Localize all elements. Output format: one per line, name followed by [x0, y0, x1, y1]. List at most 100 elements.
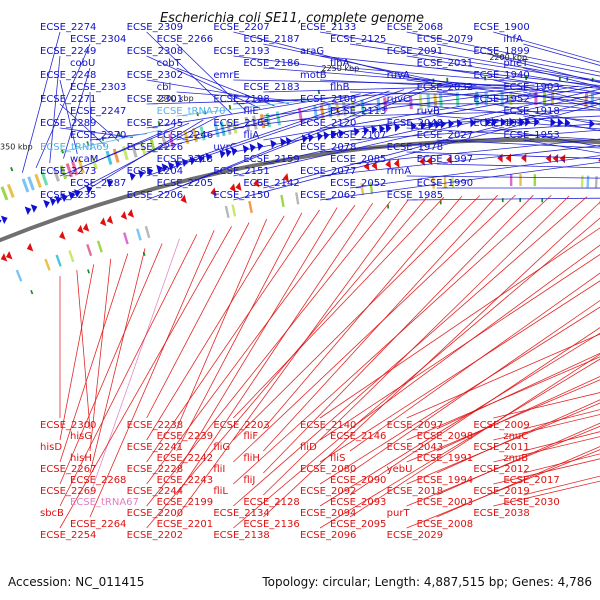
- reverse-gene-arrow: [385, 159, 392, 169]
- gene-label: ECSE_2289: [40, 118, 96, 129]
- gene-label: yebU: [387, 464, 413, 475]
- cog-block: [231, 119, 238, 134]
- label-leader-line: [406, 127, 600, 141]
- label-leader-line: [176, 218, 268, 430]
- gene-label: ECSE_1985: [387, 190, 443, 201]
- label-leader-line: [176, 90, 390, 165]
- gene-label: ECSE_2248: [40, 70, 96, 81]
- forward-gene-arrow: [0, 215, 8, 224]
- gene-label: ECSE_2094: [300, 508, 356, 519]
- label-leader-line: [406, 103, 600, 122]
- label-leader-line: [263, 88, 600, 165]
- label-leader-line: [89, 238, 180, 496]
- forward-gene-arrow: [385, 123, 392, 133]
- forward-gene-arrow: [491, 117, 498, 127]
- reverse-gene-arrow: [26, 242, 34, 252]
- label-leader-line: [436, 91, 600, 111]
- gene-label: ECSE_2107: [330, 130, 386, 141]
- forward-gene-arrow: [331, 130, 338, 140]
- label-leader-line: [493, 392, 600, 419]
- label-leader-line: [233, 195, 552, 485]
- label-leader-line: [176, 67, 275, 107]
- reverse-gene-arrow: [127, 209, 134, 218]
- label-leader-line: [436, 376, 600, 452]
- forward-gene-arrow: [564, 118, 571, 128]
- label-leader-line: [59, 226, 232, 529]
- cog-block: [55, 254, 62, 267]
- label-leader-line: [263, 195, 570, 496]
- cog-block: [248, 200, 253, 214]
- rna-mark: [228, 104, 232, 110]
- gene-label: ECSE_2018: [387, 486, 443, 497]
- cog-block: [161, 135, 168, 150]
- gene-label: ECSE_2120: [300, 118, 356, 129]
- gene-label: ECSE_2048: [387, 118, 443, 129]
- cog-block: [319, 104, 325, 119]
- gene-label: ECSE_2274: [40, 22, 96, 33]
- label-leader-line: [146, 87, 434, 201]
- cog-block: [509, 174, 513, 187]
- cog-block: [112, 148, 120, 163]
- label-leader-line: [176, 96, 332, 117]
- label-leader-line: [176, 202, 374, 496]
- gene-label: ECSE_2241: [127, 442, 183, 453]
- forward-gene-arrow: [285, 136, 292, 146]
- forward-gene-arrow: [30, 204, 38, 213]
- gene-label: ECSE_2140: [300, 420, 356, 431]
- cog-block: [71, 161, 79, 176]
- gene-label: ECSE_2080: [300, 464, 356, 475]
- reverse-gene-arrow: [120, 211, 128, 220]
- rna-mark: [117, 131, 121, 137]
- label-leader-line: [146, 215, 285, 441]
- reverse-gene-arrow: [371, 160, 378, 170]
- gene-label: ECSE_tRNA67: [70, 497, 139, 508]
- cog-block: [144, 225, 151, 239]
- label-leader-line: [146, 95, 347, 129]
- gene-label: uvrC: [213, 142, 236, 153]
- label-leader-line: [176, 88, 419, 189]
- map-title: Escherichia coli SE11, complete genome: [160, 11, 424, 26]
- forward-gene-arrow: [448, 119, 455, 129]
- gene-label: motB: [300, 70, 327, 81]
- gene-label: ECSE_2090: [330, 475, 386, 486]
- label-leader-line: [349, 327, 600, 496]
- reverse-gene-arrow: [229, 183, 236, 193]
- forward-gene-arrow: [249, 143, 256, 153]
- gene-label: ECSE_2017: [503, 475, 559, 486]
- rna-mark: [10, 167, 14, 172]
- label-leader-line: [176, 199, 409, 518]
- gene-label: ruvC: [387, 94, 410, 105]
- gene-label: ECSE_1997: [417, 154, 473, 165]
- gene-label: rrmA: [387, 166, 412, 177]
- gene-label: ECSE_2202: [127, 530, 183, 541]
- forward-gene-arrow: [219, 149, 226, 159]
- cog-block: [27, 176, 35, 191]
- forward-gene-arrow: [146, 167, 154, 177]
- gene-label: ECSE_2008: [417, 519, 473, 530]
- gene-label: ECSE_2254: [40, 530, 96, 541]
- gene-label: ECSE_2245: [127, 118, 183, 129]
- forward-gene-arrow: [106, 178, 114, 188]
- cog-block: [6, 183, 15, 198]
- cog-block: [105, 150, 113, 165]
- reverse-gene-arrow: [505, 153, 512, 163]
- gene-label: ECSE_2043: [387, 442, 443, 453]
- label-leader-line: [406, 197, 600, 201]
- label-leader-line: [263, 98, 600, 189]
- scale-tick-label: 2250 kbp: [322, 64, 360, 73]
- forward-gene-arrow: [470, 118, 476, 128]
- reverse-gene-arrow: [99, 217, 107, 227]
- forward-gene-arrow: [138, 169, 145, 179]
- label-leader-line: [59, 116, 218, 201]
- gene-label: ECSE_1953: [503, 130, 559, 141]
- gene-label: cobT: [157, 58, 182, 69]
- cog-block: [21, 178, 30, 193]
- label-leader-line: [349, 272, 600, 452]
- label-leader-line: [406, 79, 600, 105]
- forward-gene-arrow: [270, 139, 277, 149]
- cog-block: [500, 91, 504, 106]
- gene-label: ECSE_2128: [243, 497, 299, 508]
- label-leader-line: [59, 264, 95, 441]
- forward-gene-arrow: [43, 199, 50, 209]
- gene-label: ECSE_2151: [213, 166, 269, 177]
